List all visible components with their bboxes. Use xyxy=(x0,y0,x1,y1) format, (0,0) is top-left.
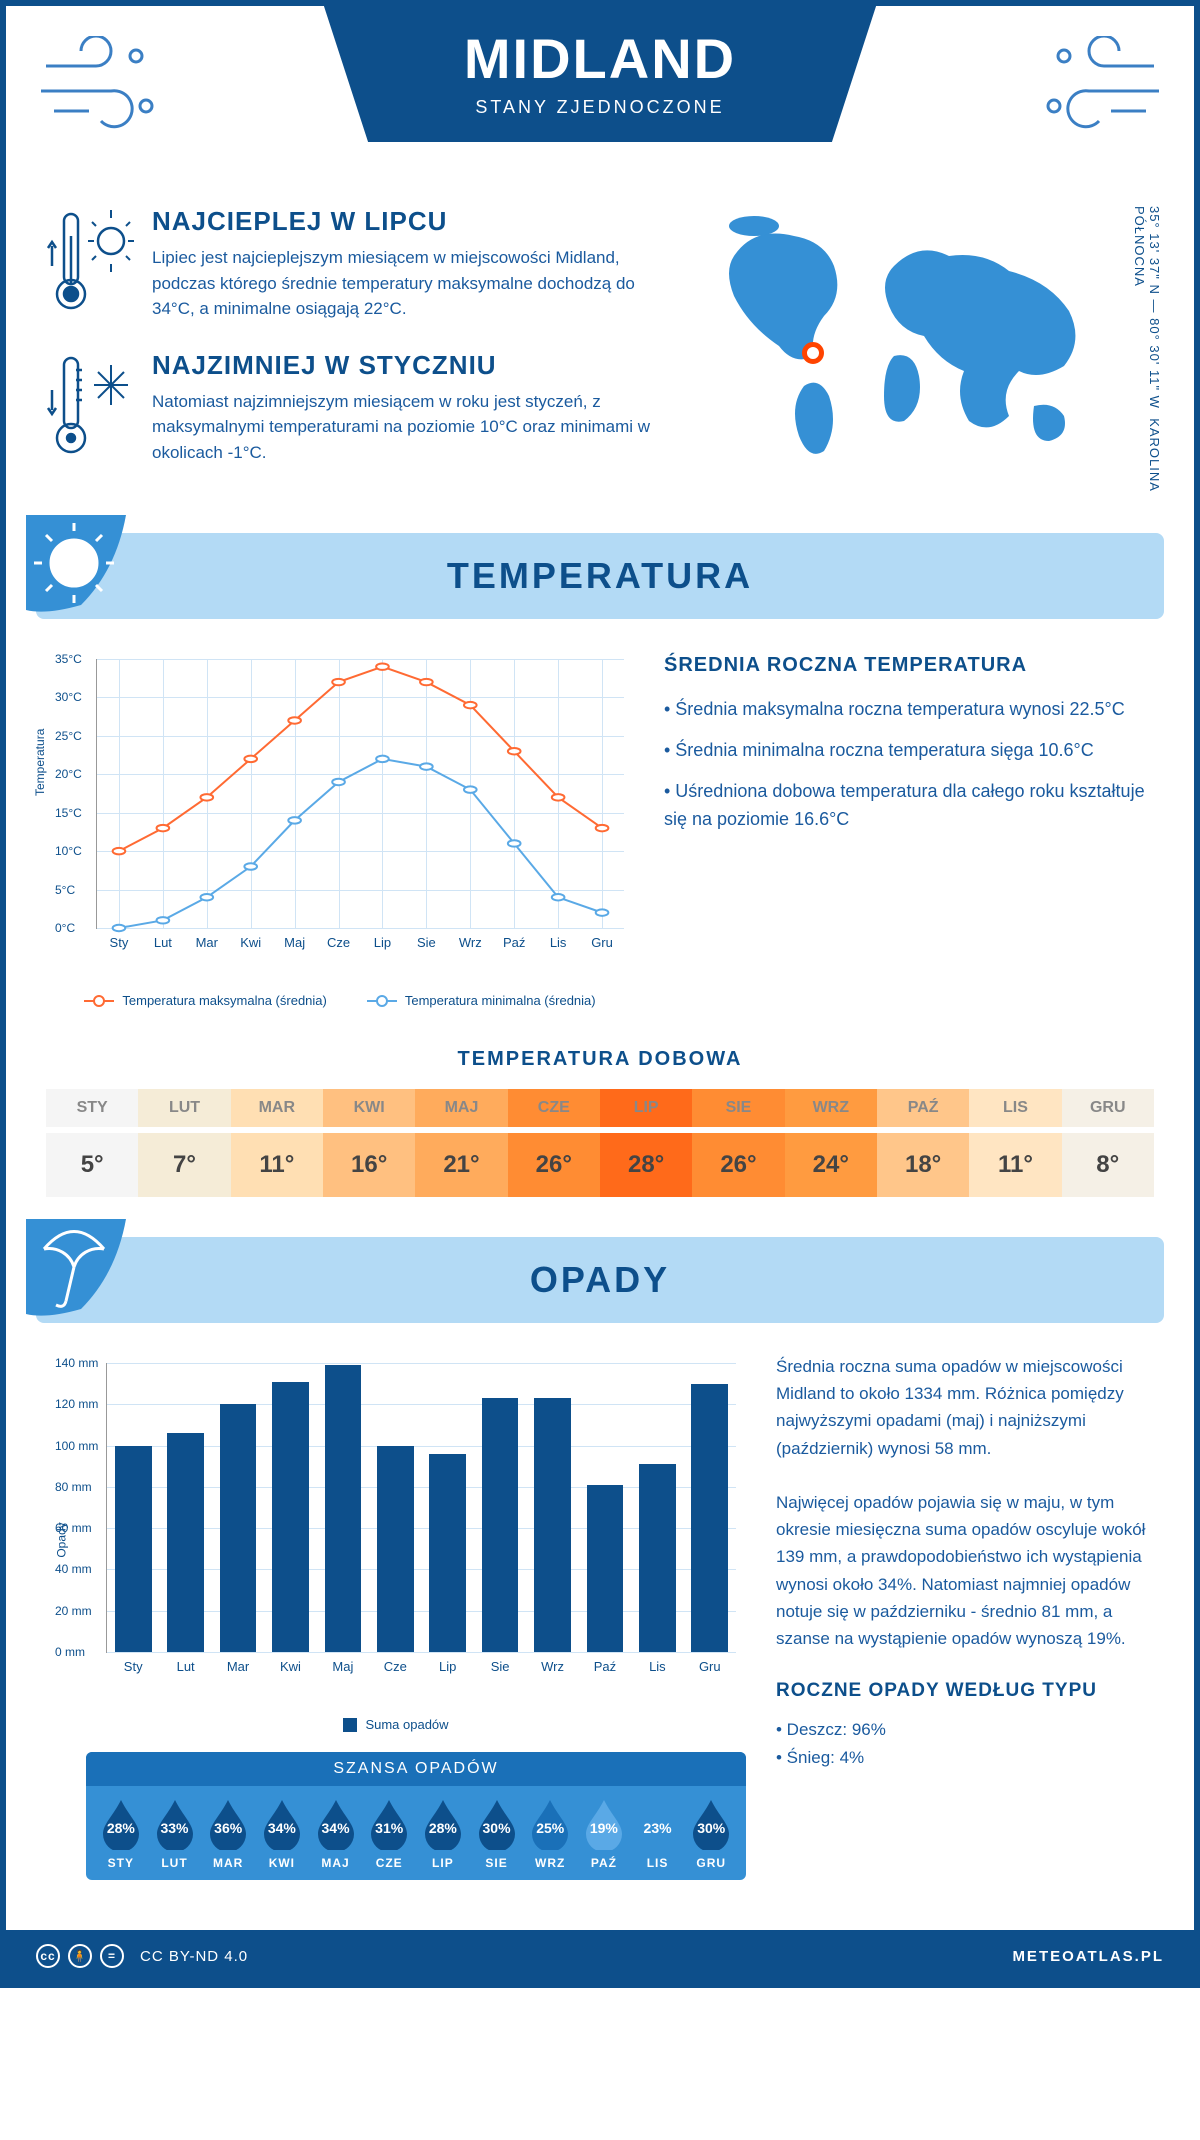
heat-month-label: LIP xyxy=(600,1089,692,1127)
rain-chance-cell: 28%LIP xyxy=(416,1798,470,1870)
coldest-heading: NAJZIMNIEJ W STYCZNIU xyxy=(152,350,664,381)
site-name: METEOATLAS.PL xyxy=(1012,1948,1164,1965)
rain-chance-cell: 34%MAJ xyxy=(309,1798,363,1870)
heat-month-label: SIE xyxy=(692,1089,784,1127)
heat-month-value: 21° xyxy=(415,1133,507,1197)
daily-temp-title: TEMPERATURA DOBOWA xyxy=(6,1048,1194,1071)
rain-chance-title: SZANSA OPADÓW xyxy=(86,1752,746,1786)
intro-section: NAJCIEPLEJ W LIPCU Lipiec jest najcieple… xyxy=(6,206,1194,523)
rain-bar xyxy=(377,1446,414,1652)
heat-month-label: LUT xyxy=(138,1089,230,1127)
rain-bar xyxy=(325,1365,362,1652)
rain-bar xyxy=(534,1398,571,1652)
rain-bar xyxy=(272,1382,309,1652)
heat-month-value: 18° xyxy=(877,1133,969,1197)
nd-icon: = xyxy=(100,1944,124,1968)
wind-swirls-right-icon xyxy=(1034,36,1164,141)
rain-chance-cell: 36%MAR xyxy=(201,1798,255,1870)
avg-temp-heading: ŚREDNIA ROCZNA TEMPERATURA xyxy=(664,649,1154,681)
rain-bar xyxy=(639,1464,676,1652)
rain-bar xyxy=(691,1384,728,1652)
rain-chance-cell: 25%WRZ xyxy=(523,1798,577,1870)
infographic-frame: MIDLAND STANY ZJEDNOCZONE NAJCIEPLEJ W L… xyxy=(0,0,1200,1988)
heat-month-label: MAJ xyxy=(415,1089,507,1127)
rain-chance-cell: 30%SIE xyxy=(470,1798,524,1870)
rain-chance-panel: SZANSA OPADÓW 28%STY33%LUT36%MAR34%KWI34… xyxy=(86,1752,746,1880)
heat-month-value: 11° xyxy=(231,1133,323,1197)
coldest-block: NAJZIMNIEJ W STYCZNIU Natomiast najzimni… xyxy=(46,350,664,466)
rain-chance-cell: 30%GRU xyxy=(684,1798,738,1870)
by-icon: 🧍 xyxy=(68,1944,92,1968)
legend-rain: Suma opadów xyxy=(343,1717,448,1732)
heat-month-value: 26° xyxy=(692,1133,784,1197)
legend-min: Temperatura minimalna (średnia) xyxy=(367,993,596,1008)
rain-chance-cell: 28%STY xyxy=(94,1798,148,1870)
title-banner: MIDLAND STANY ZJEDNOCZONE xyxy=(324,6,876,142)
temperature-title: TEMPERATURA xyxy=(447,555,753,596)
wind-swirls-left-icon xyxy=(36,36,166,141)
location-marker-icon xyxy=(802,342,824,364)
temperature-line-chart: Temperatura 0°C5°C10°C15°C20°C25°C30°C35… xyxy=(46,649,634,989)
heat-month-label: KWI xyxy=(323,1089,415,1127)
heat-month-value: 24° xyxy=(785,1133,877,1197)
heat-month-value: 26° xyxy=(508,1133,600,1197)
warmest-text: Lipiec jest najcieplejszym miesiącem w m… xyxy=(152,245,664,322)
heat-month-label: CZE xyxy=(508,1089,600,1127)
rain-bar xyxy=(115,1446,152,1652)
world-map-icon xyxy=(694,206,1114,466)
rain-chance-cell: 23%LIS xyxy=(631,1798,685,1870)
heat-month-label: WRZ xyxy=(785,1089,877,1127)
rain-summary-text: Średnia roczna suma opadów w miejscowośc… xyxy=(776,1353,1154,1880)
heat-month-value: 5° xyxy=(46,1133,138,1197)
temperature-section-header: TEMPERATURA xyxy=(36,533,1164,619)
heat-month-label: LIS xyxy=(969,1089,1061,1127)
rain-bar xyxy=(429,1454,466,1652)
footer: cc 🧍 = CC BY-ND 4.0 METEOATLAS.PL xyxy=(6,1930,1194,1982)
sun-icon xyxy=(26,515,136,634)
rain-bar xyxy=(482,1398,519,1652)
heat-month-value: 16° xyxy=(323,1133,415,1197)
legend-max: Temperatura maksymalna (średnia) xyxy=(84,993,326,1008)
thermometer-sun-icon xyxy=(46,206,136,322)
warmest-heading: NAJCIEPLEJ W LIPCU xyxy=(152,206,664,237)
world-map: 35° 13' 37" N — 80° 30' 11" W KAROLINA P… xyxy=(694,206,1154,493)
thermometer-snowflake-icon xyxy=(46,350,136,466)
rain-section-header: OPADY xyxy=(36,1237,1164,1323)
umbrella-icon xyxy=(26,1219,136,1338)
heat-month-label: STY xyxy=(46,1089,138,1127)
rain-type-heading: ROCZNE OPADY WEDŁUG TYPU xyxy=(776,1676,1154,1706)
rain-chance-cell: 31%CZE xyxy=(362,1798,416,1870)
license-block: cc 🧍 = CC BY-ND 4.0 xyxy=(36,1944,248,1968)
heat-month-label: PAŹ xyxy=(877,1089,969,1127)
rain-chart-legend: Suma opadów xyxy=(46,1717,746,1732)
heat-month-label: MAR xyxy=(231,1089,323,1127)
heat-month-value: 7° xyxy=(138,1133,230,1197)
rain-chance-cell: 34%KWI xyxy=(255,1798,309,1870)
rain-chance-cell: 33%LUT xyxy=(148,1798,202,1870)
rain-bar-chart: Opady 0 mm20 mm40 mm60 mm80 mm100 mm120 … xyxy=(46,1353,746,1713)
heat-month-value: 11° xyxy=(969,1133,1061,1197)
heat-month-value: 28° xyxy=(600,1133,692,1197)
rain-bar xyxy=(167,1433,204,1652)
city-title: MIDLAND xyxy=(464,26,736,91)
country-subtitle: STANY ZJEDNOCZONE xyxy=(464,97,736,118)
heat-month-label: GRU xyxy=(1062,1089,1154,1127)
license-text: CC BY-ND 4.0 xyxy=(140,1948,248,1965)
temp-summary-text: ŚREDNIA ROCZNA TEMPERATURA • Średnia mak… xyxy=(664,649,1154,1008)
rain-chance-cell: 19%PAŹ xyxy=(577,1798,631,1870)
heat-month-value: 8° xyxy=(1062,1133,1154,1197)
rain-bar xyxy=(587,1485,624,1652)
daily-temp-months-row: STYLUTMARKWIMAJCZELIPSIEWRZPAŹLISGRU xyxy=(46,1089,1154,1127)
coordinates-text: 35° 13' 37" N — 80° 30' 11" W KAROLINA P… xyxy=(1132,206,1162,493)
daily-temp-values-row: 5°7°11°16°21°26°28°26°24°18°11°8° xyxy=(46,1133,1154,1197)
header: MIDLAND STANY ZJEDNOCZONE xyxy=(6,6,1194,206)
warmest-block: NAJCIEPLEJ W LIPCU Lipiec jest najcieple… xyxy=(46,206,664,322)
cc-icon: cc xyxy=(36,1944,60,1968)
temp-chart-legend: Temperatura maksymalna (średnia) Tempera… xyxy=(46,993,634,1008)
temp-chart-ylabel: Temperatura xyxy=(33,729,47,796)
rain-title: OPADY xyxy=(530,1259,670,1300)
rain-bar xyxy=(220,1404,257,1652)
coldest-text: Natomiast najzimniejszym miesiącem w rok… xyxy=(152,389,664,466)
